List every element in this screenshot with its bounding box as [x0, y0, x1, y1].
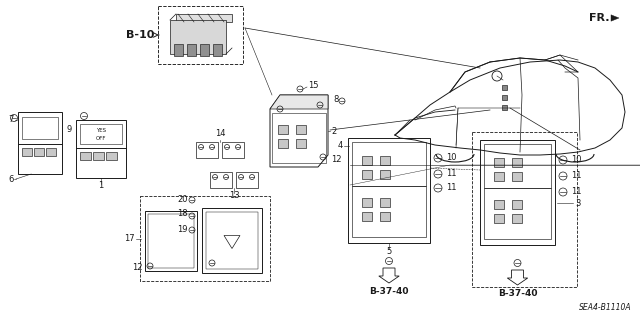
Text: 18: 18 [177, 209, 188, 218]
Bar [494, 214, 504, 223]
Bar [362, 198, 372, 207]
Text: 4: 4 [338, 142, 343, 151]
Bar [140, 196, 270, 281]
Text: 11: 11 [571, 172, 582, 181]
Bar [296, 139, 306, 148]
Bar [484, 144, 551, 188]
Text: OFF: OFF [96, 136, 106, 140]
Bar [170, 20, 226, 54]
Text: 10: 10 [446, 153, 456, 162]
Polygon shape [270, 95, 328, 109]
Text: FR.: FR. [589, 13, 609, 23]
Bar [213, 44, 222, 56]
Bar [22, 117, 58, 139]
Text: 14: 14 [215, 130, 225, 138]
Bar [502, 95, 507, 100]
Text: 13: 13 [228, 191, 239, 201]
Bar [296, 125, 306, 134]
Bar [278, 139, 288, 148]
Text: 5: 5 [387, 247, 392, 256]
Text: 1: 1 [99, 182, 104, 190]
Polygon shape [176, 14, 232, 22]
Bar [196, 142, 218, 158]
Bar [348, 138, 430, 243]
Text: B-37-40: B-37-40 [498, 288, 537, 298]
Bar [512, 214, 522, 223]
Bar [362, 156, 372, 165]
Bar [222, 142, 244, 158]
Text: 19: 19 [177, 226, 188, 234]
Bar [187, 44, 196, 56]
Bar [200, 44, 209, 56]
Text: YES: YES [96, 128, 106, 132]
Bar [380, 212, 390, 221]
Bar [22, 148, 32, 156]
Bar [502, 105, 507, 110]
Text: 10: 10 [571, 155, 582, 165]
Text: SEA4-B1110A: SEA4-B1110A [579, 303, 632, 312]
Text: 2: 2 [331, 127, 336, 136]
Text: 11: 11 [446, 169, 456, 179]
Bar [512, 158, 522, 167]
Bar [362, 170, 372, 179]
Bar [494, 200, 504, 209]
Text: 20: 20 [177, 196, 188, 204]
Bar [46, 148, 56, 156]
Bar [480, 140, 555, 245]
Bar [472, 132, 577, 287]
Text: 6: 6 [8, 174, 14, 183]
Text: 8: 8 [333, 94, 339, 103]
Text: 11: 11 [446, 183, 456, 192]
Bar [93, 152, 104, 160]
Bar [380, 170, 390, 179]
Bar [380, 198, 390, 207]
Bar [512, 172, 522, 181]
Bar [352, 186, 426, 237]
Bar [380, 156, 390, 165]
Bar [236, 172, 258, 188]
Text: 9: 9 [67, 125, 72, 135]
Text: 3: 3 [575, 198, 580, 207]
Bar [484, 188, 551, 239]
Bar [76, 120, 126, 178]
Text: 12: 12 [132, 263, 143, 272]
Text: 15: 15 [308, 80, 319, 90]
Bar [18, 112, 62, 174]
Bar [512, 200, 522, 209]
Text: 11: 11 [571, 188, 582, 197]
Bar [362, 212, 372, 221]
Bar [34, 148, 44, 156]
Text: 7: 7 [8, 115, 14, 124]
Bar [80, 124, 122, 144]
Polygon shape [611, 15, 619, 21]
Text: 17: 17 [124, 234, 135, 243]
Bar [202, 208, 262, 273]
Bar [106, 152, 117, 160]
Text: B-10: B-10 [125, 30, 154, 40]
Bar [148, 214, 194, 268]
Bar [494, 158, 504, 167]
Bar [145, 211, 197, 271]
Bar [502, 85, 507, 90]
Text: 12: 12 [331, 154, 342, 164]
Bar [158, 6, 243, 64]
Bar [80, 152, 91, 160]
Bar [272, 113, 326, 163]
Bar [206, 212, 258, 269]
Bar [352, 142, 426, 186]
Bar [174, 44, 183, 56]
Bar [210, 172, 232, 188]
Text: B-37-40: B-37-40 [369, 286, 409, 295]
Bar [494, 172, 504, 181]
Bar [278, 125, 288, 134]
